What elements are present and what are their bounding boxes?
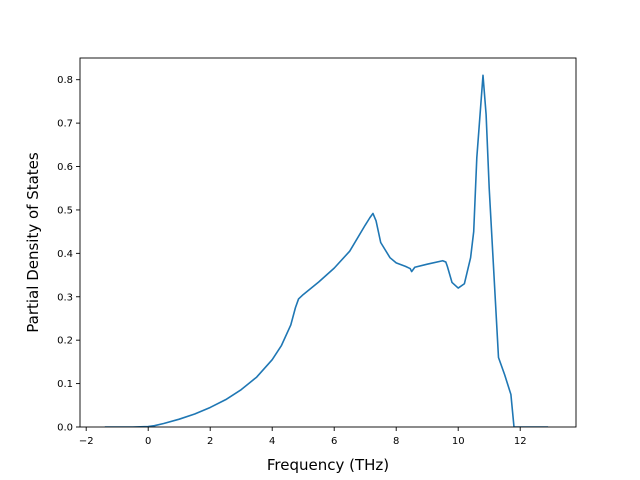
x-tick-label: 2 — [207, 436, 213, 447]
axes: −2 0 2 4 6 8 10 12 0.0 0.1 0.2 0.3 0.4 0.5 0.6 0.7 0.8 — [57, 57, 577, 447]
y-tick-label: 0.2 — [57, 336, 73, 347]
x-tick-label: 0 — [145, 436, 151, 447]
x-tick-label: 12 — [514, 436, 527, 447]
y-tick-label: 0.3 — [57, 292, 73, 303]
x-tick-label: 8 — [393, 436, 399, 447]
y-axis-label: Partial Density of States — [24, 152, 42, 333]
plot-frame — [79, 57, 577, 428]
plot-area — [104, 74, 549, 427]
x-axis-label: Frequency (THz) — [267, 456, 389, 474]
y-tick-label: 0.6 — [57, 162, 73, 173]
y-tick-label: 0.7 — [57, 119, 73, 130]
x-tick-label: 6 — [331, 436, 337, 447]
x-tick-label: 10 — [452, 436, 465, 447]
series-line-0 — [104, 74, 549, 427]
y-tick-label: 0.0 — [57, 423, 73, 434]
y-tick-label: 0.5 — [57, 205, 73, 216]
y-tick-label: 0.4 — [57, 249, 73, 260]
x-tick-label: −2 — [79, 436, 94, 447]
y-tick-label: 0.8 — [57, 75, 73, 86]
y-tick-label: 0.1 — [57, 379, 73, 390]
x-tick-label: 4 — [269, 436, 275, 447]
